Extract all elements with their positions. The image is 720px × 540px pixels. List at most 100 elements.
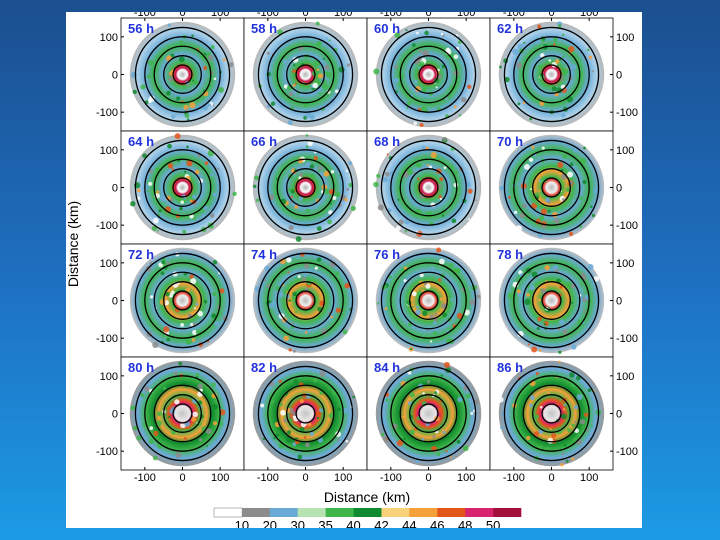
panel-62h: 62 h -100 0 100 100 0 -100 (489, 12, 638, 132)
reflectivity-speck (539, 101, 545, 107)
reflectivity-speck (539, 349, 542, 352)
reflectivity-speck (204, 161, 209, 166)
reflectivity-speck (476, 294, 481, 299)
reflectivity-speck (254, 175, 259, 181)
reflectivity-speck (278, 379, 282, 383)
reflectivity-speck (179, 40, 183, 45)
reflectivity-speck (335, 192, 341, 197)
colorbar-segment (241, 508, 271, 517)
reflectivity-speck (401, 415, 406, 419)
range-ring-125km (380, 26, 477, 123)
reflectivity-speck (436, 247, 442, 253)
reflectivity-speck (497, 396, 504, 403)
reflectivity-speck (198, 438, 203, 442)
panel-60h: 60 h -100 0 100 (366, 12, 491, 132)
reflectivity-speck (415, 459, 420, 464)
reflectivity-speck (411, 43, 416, 47)
reflectivity-speck (408, 401, 412, 406)
reflectivity-speck (540, 39, 544, 43)
reflectivity-speck (548, 59, 552, 62)
reflectivity-speck (314, 266, 318, 270)
reflectivity-speck (309, 114, 315, 120)
reflectivity-speck (515, 225, 523, 232)
reflectivity-speck (555, 83, 558, 87)
x-tick-label-bottom: 100 (457, 472, 475, 484)
reflectivity-speck (439, 297, 444, 301)
range-ring-125km (380, 252, 477, 349)
y-tick-label-right: 0 (616, 183, 622, 195)
y-tick-label-left: -100 (96, 220, 118, 232)
reflectivity-speck (219, 288, 225, 294)
reflectivity-speck (309, 173, 315, 180)
reflectivity-speck (328, 210, 333, 215)
reflectivity-speck (407, 370, 412, 375)
reflectivity-speck (376, 173, 381, 178)
reflectivity-speck (565, 459, 569, 463)
reflectivity-speck (219, 409, 226, 416)
reflectivity-speck (149, 295, 154, 299)
panel-86h: 86 h -100 0 100 100 0 -100 (489, 356, 638, 484)
reflectivity-field (129, 134, 236, 241)
range-ring-100km (144, 262, 221, 339)
reflectivity-speck (561, 33, 565, 37)
reflectivity-speck (397, 198, 400, 201)
reflectivity-speck (316, 68, 320, 72)
reflectivity-speck (398, 73, 405, 80)
colorbar-tick-label: 30 (290, 518, 304, 528)
reflectivity-speck (438, 258, 445, 265)
reflectivity-speck (305, 112, 311, 118)
reflectivity-speck (529, 395, 535, 401)
reflectivity-speck (531, 346, 538, 353)
reflectivity-speck (575, 375, 581, 381)
range-ring-25km (418, 403, 439, 424)
range-ring-25km (418, 64, 439, 85)
reflectivity-speck (541, 146, 545, 150)
reflectivity-speck (213, 77, 217, 81)
reflectivity-speck (516, 289, 521, 294)
reflectivity-speck (524, 164, 530, 170)
reflectivity-speck (345, 169, 349, 173)
reflectivity-speck (571, 423, 575, 428)
reflectivity-speck (409, 429, 415, 436)
reflectivity-speck (178, 361, 183, 366)
reflectivity-speck (321, 328, 328, 335)
reflectivity-speck (386, 153, 389, 156)
reflectivity-speck (419, 273, 424, 278)
reflectivity-speck (216, 167, 220, 170)
y-tick-label-right: -100 (616, 446, 638, 458)
reflectivity-speck (538, 189, 541, 192)
reflectivity-speck (553, 43, 556, 46)
reflectivity-speck (183, 170, 187, 173)
reflectivity-speck (558, 319, 565, 325)
range-ring-75km (522, 384, 581, 443)
range-ring-25km (295, 177, 316, 198)
reflectivity-speck (282, 284, 285, 287)
reflectivity-speck (445, 450, 448, 453)
reflectivity-speck (190, 322, 194, 327)
reflectivity-speck (467, 218, 470, 221)
reflectivity-speck (415, 309, 421, 316)
reflectivity-speck (288, 348, 292, 352)
reflectivity-speck (562, 408, 566, 411)
reflectivity-speck (288, 225, 294, 231)
reflectivity-speck (298, 172, 304, 177)
x-tick-label-top: -100 (134, 12, 156, 19)
reflectivity-speck (384, 171, 390, 177)
reflectivity-speck (171, 278, 174, 282)
reflectivity-speck (346, 187, 350, 191)
x-tick-label-bottom: -100 (134, 472, 156, 484)
reflectivity-speck (439, 66, 443, 69)
reflectivity-speck (191, 34, 194, 37)
reflectivity-speck (573, 420, 577, 424)
reflectivity-speck (528, 289, 532, 294)
reflectivity-speck (293, 257, 296, 260)
colorbar: 10 20 30 35 40 42 44 46 48 50 (213, 507, 522, 528)
reflectivity-speck (376, 302, 380, 305)
reflectivity-speck (330, 315, 334, 319)
reflectivity-speck (151, 225, 158, 231)
reflectivity-speck (403, 279, 407, 283)
range-ring-100km (513, 262, 590, 339)
reflectivity-speck (167, 23, 172, 27)
reflectivity-speck (167, 143, 172, 149)
reflectivity-speck (307, 140, 313, 147)
